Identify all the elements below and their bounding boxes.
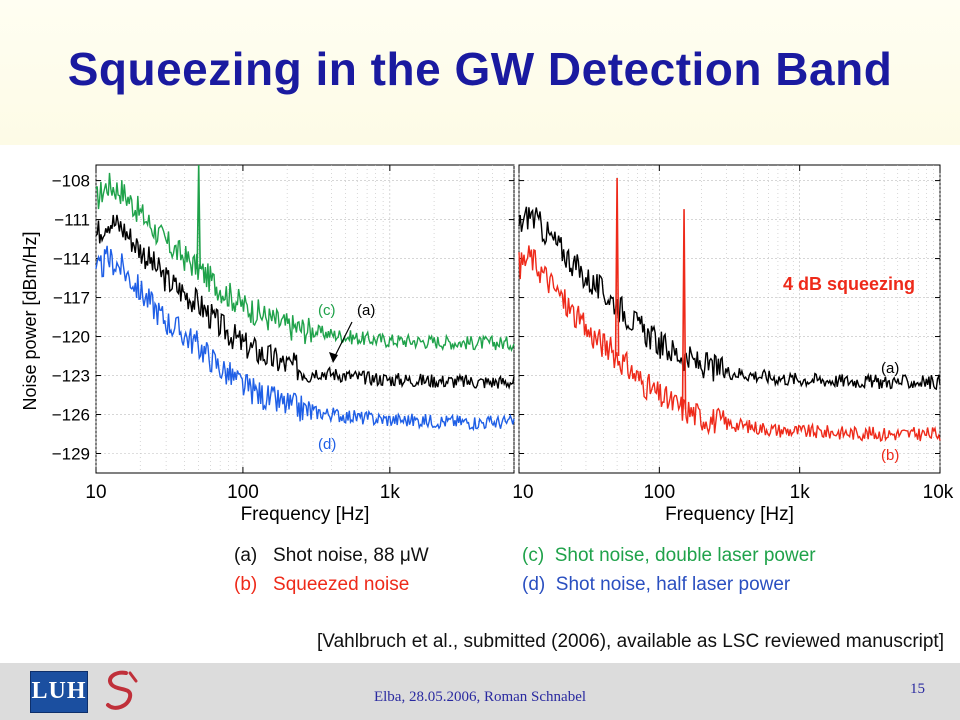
x-tick-label: 10 — [85, 482, 106, 503]
y-tick-label: −111 — [54, 211, 90, 230]
y-tick-label: −117 — [53, 289, 90, 308]
university-logo: LUH — [30, 671, 88, 713]
series-line-d — [95, 245, 515, 432]
annotation-a: (a) — [357, 302, 375, 319]
x-tick-label: 10k — [923, 482, 954, 503]
annotation-a: (a) — [881, 360, 899, 377]
x-tick-label: 1k — [380, 482, 401, 503]
annotation-arrowhead — [329, 352, 338, 363]
x-tick-label: 100 — [643, 482, 675, 503]
series-line-a — [518, 206, 941, 391]
chart-2: 10 100 1k 10k Frequency [Hz] 4 dB squeezing (a… — [512, 164, 954, 525]
legend-c: (c) Shot noise, double laser power — [522, 545, 816, 566]
series-spike-b — [614, 177, 620, 357]
series-spike-c — [196, 164, 201, 269]
legend-b: (b) Squeezed noise — [234, 574, 410, 595]
y-tick-label: −108 — [52, 172, 90, 191]
chart-1: −108 −111 −114 −117 −120 −123 −126 −129 Noise po… — [20, 164, 515, 525]
institute-logo-icon — [106, 670, 138, 710]
university-logo-text: LUH — [31, 678, 87, 704]
x-axis-label: Frequency [Hz] — [665, 504, 794, 525]
y-axis-label: Noise power [dBm/Hz] — [20, 231, 40, 410]
series-line-a — [95, 214, 515, 390]
y-tick-label: −114 — [53, 250, 90, 269]
x-tick-label: 10 — [512, 482, 533, 503]
slide-title: Squeezing in the GW Detection Band — [67, 43, 893, 95]
legend-a: (a) Shot noise, 88 μW — [234, 545, 429, 566]
annotation-c: (c) — [318, 302, 336, 319]
annotation-d: (d) — [318, 436, 336, 453]
x-tick-label: 100 — [227, 482, 259, 503]
x-axis-label: Frequency [Hz] — [241, 504, 370, 525]
citation: [Vahlbruch et al., submitted (2006), ava… — [317, 631, 944, 652]
legend-d: (d) Shot noise, half laser power — [522, 574, 791, 595]
y-tick-label: −123 — [52, 367, 90, 386]
plot-frame — [95, 164, 515, 474]
annotation-squeezing: 4 dB squeezing — [783, 274, 915, 294]
footer-text: Elba, 28.05.2006, Roman Schnabel — [373, 689, 587, 705]
title-band — [0, 0, 960, 145]
y-tick-label: −129 — [52, 445, 90, 464]
series-spike-b — [681, 209, 687, 410]
series-line-c — [95, 172, 515, 353]
y-tick-label: −120 — [52, 328, 90, 347]
series-line-b — [518, 245, 941, 443]
x-tick-label: 1k — [790, 482, 811, 503]
annotation-arrow — [332, 321, 353, 361]
y-tick-label: −126 — [52, 406, 90, 425]
annotation-b: (b) — [881, 447, 899, 464]
page-number: 15 — [910, 681, 925, 697]
footer-bar — [0, 663, 960, 720]
